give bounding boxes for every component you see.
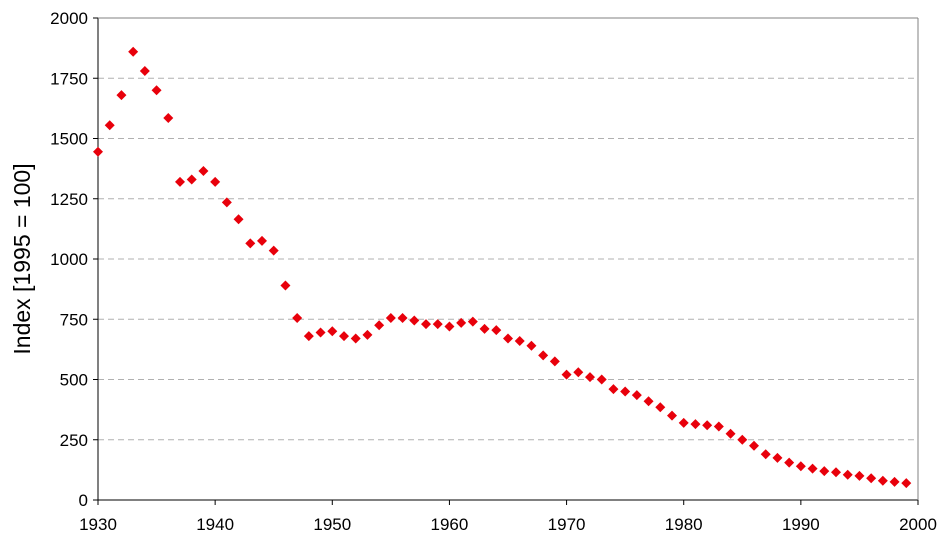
data-point	[620, 386, 631, 397]
data-point	[385, 313, 396, 324]
data-point	[760, 449, 771, 460]
data-point	[93, 146, 103, 157]
data-point	[573, 367, 584, 378]
data-point	[128, 46, 139, 57]
data-point	[479, 323, 490, 334]
data-point	[233, 214, 244, 225]
data-point	[667, 410, 677, 421]
data-point	[866, 473, 877, 484]
y-tick-label: 1750	[50, 69, 88, 88]
x-tick-label: 1940	[196, 515, 234, 534]
data-point	[807, 463, 818, 474]
y-tick-label: 1000	[50, 250, 88, 269]
data-point	[561, 369, 572, 380]
data-point	[889, 476, 900, 487]
x-tick-label: 1950	[313, 515, 351, 534]
y-tick-label: 1250	[50, 190, 88, 209]
data-point	[104, 120, 115, 131]
data-point	[538, 350, 549, 361]
data-point	[772, 452, 783, 463]
data-point	[491, 325, 502, 336]
data-point	[655, 402, 666, 413]
data-point	[784, 457, 795, 468]
data-point	[631, 390, 642, 401]
data-point	[210, 176, 221, 187]
data-points	[93, 46, 912, 489]
data-point	[139, 66, 150, 77]
data-point	[526, 340, 537, 351]
data-point	[831, 467, 841, 478]
data-point	[409, 315, 420, 326]
data-point	[280, 280, 291, 291]
data-point	[749, 440, 759, 451]
data-point	[421, 319, 431, 330]
data-point	[585, 372, 595, 383]
data-point	[163, 113, 174, 124]
data-point	[151, 85, 162, 96]
data-point	[690, 419, 701, 430]
x-tick-label: 1970	[548, 515, 586, 534]
data-point	[596, 374, 607, 385]
data-point	[514, 335, 525, 346]
data-point	[221, 197, 232, 208]
y-tick-label: 500	[60, 371, 88, 390]
x-tick-label: 1930	[79, 515, 117, 534]
y-tick-label: 250	[60, 431, 88, 450]
data-point	[854, 470, 865, 481]
data-point	[350, 333, 361, 344]
data-point	[444, 321, 455, 332]
data-point	[467, 316, 478, 327]
data-point	[643, 396, 654, 407]
data-point	[503, 333, 513, 344]
x-tick-label: 1990	[782, 515, 820, 534]
data-point	[842, 469, 853, 480]
y-tick-label: 750	[60, 310, 88, 329]
x-tick-label: 1980	[665, 515, 703, 534]
data-point	[713, 421, 724, 432]
data-point	[327, 326, 338, 337]
data-point	[198, 166, 209, 177]
x-axis-ticks: 1930 1940 1950 1960 1970 1980 1990 2000	[79, 500, 937, 534]
data-point	[268, 245, 279, 256]
data-point	[432, 319, 443, 330]
data-point	[175, 176, 185, 187]
data-point	[257, 235, 267, 246]
data-point	[339, 331, 349, 342]
data-point	[901, 478, 912, 489]
data-point	[737, 434, 748, 445]
data-point	[877, 475, 888, 486]
data-point	[456, 317, 467, 328]
data-point	[292, 313, 303, 324]
data-point	[608, 384, 619, 395]
data-point	[702, 420, 713, 431]
y-tick-label: 0	[79, 491, 88, 510]
data-point	[678, 417, 689, 428]
x-tick-label: 2000	[899, 515, 937, 534]
y-axis-title: Index [1995 = 100]	[9, 163, 35, 354]
data-point	[549, 356, 560, 367]
grid-lines	[98, 77, 918, 441]
data-point	[819, 466, 830, 477]
data-point	[186, 174, 197, 185]
data-point	[397, 313, 408, 324]
y-tick-label: 1500	[50, 130, 88, 149]
x-tick-label: 1960	[431, 515, 469, 534]
data-point	[362, 329, 373, 340]
data-point	[374, 320, 385, 331]
y-tick-label: 2000	[50, 9, 88, 28]
data-point	[245, 238, 256, 249]
data-point	[116, 90, 127, 101]
data-point	[795, 461, 806, 472]
data-point	[725, 428, 736, 439]
data-point	[315, 327, 326, 338]
data-point	[303, 331, 314, 342]
y-axis-ticks: 0 250 500 750 1000 1250 1500 1750 2000	[50, 9, 98, 510]
